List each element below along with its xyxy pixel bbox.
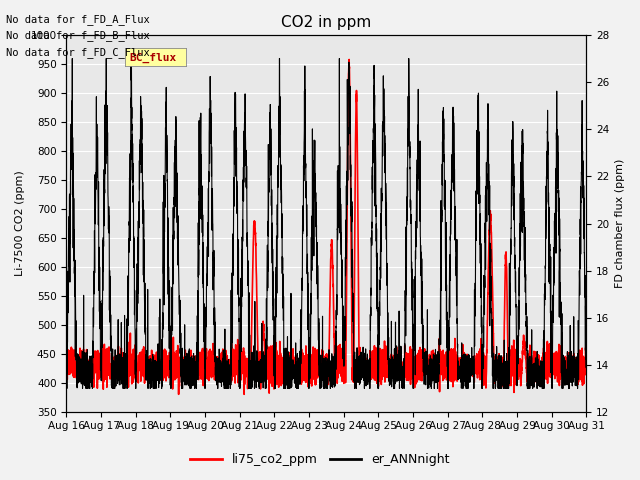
Title: CO2 in ppm: CO2 in ppm — [282, 15, 372, 30]
Y-axis label: FD chamber flux (ppm): FD chamber flux (ppm) — [615, 159, 625, 288]
Y-axis label: Li-7500 CO2 (ppm): Li-7500 CO2 (ppm) — [15, 170, 25, 276]
Text: No data for f_FD_A_Flux: No data for f_FD_A_Flux — [6, 13, 150, 24]
Text: BC_flux: BC_flux — [130, 53, 177, 63]
Text: No data for f_FD_C_Flux: No data for f_FD_C_Flux — [6, 47, 150, 58]
Text: No data for f_FD_B_Flux: No data for f_FD_B_Flux — [6, 30, 150, 41]
Legend: li75_co2_ppm, er_ANNnight: li75_co2_ppm, er_ANNnight — [186, 448, 454, 471]
